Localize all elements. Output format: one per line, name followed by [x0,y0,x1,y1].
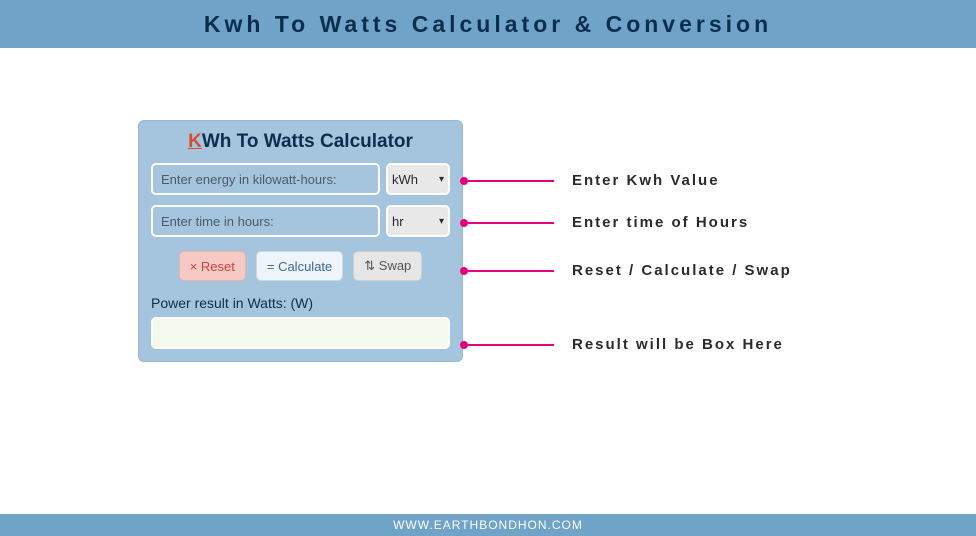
footer-text: WWW.EARTHBONDHON.COM [393,518,583,532]
callout-dot-icon [460,177,468,185]
chevron-down-icon: ▾ [439,174,444,185]
page-title: Kwh To Watts Calculator & Conversion [204,11,772,38]
footer-bar: WWW.EARTHBONDHON.COM [0,514,976,536]
callout-line [468,270,554,272]
result-label: Power result in Watts: (W) [151,295,450,311]
card-title: KWh To Watts Calculator [151,131,450,153]
swap-button[interactable]: ⇅ Swap [353,251,422,281]
result-output [151,317,450,349]
card-title-accent: K [188,131,202,152]
callout-line [468,222,554,224]
callout-dot-icon [460,341,468,349]
calculator-card: KWh To Watts Calculator kWh ▾ hr ▾ × Res… [138,120,463,362]
time-row: hr ▾ [151,205,450,237]
callout-label: Reset / Calculate / Swap [572,262,792,279]
button-row: × Reset = Calculate ⇅ Swap [151,251,450,281]
callout-dot-icon [460,267,468,275]
callout-energy: Enter Kwh Value [460,172,720,189]
energy-row: kWh ▾ [151,163,450,195]
callout-line [468,344,554,346]
header-bar: Kwh To Watts Calculator & Conversion [0,0,976,48]
time-unit-select[interactable]: hr ▾ [386,205,450,237]
chevron-down-icon: ▾ [439,216,444,227]
calculate-button[interactable]: = Calculate [256,251,343,281]
callout-label: Enter Kwh Value [572,172,720,189]
callout-label: Enter time of Hours [572,214,749,231]
card-title-rest: Wh To Watts Calculator [202,131,413,152]
energy-unit-select[interactable]: kWh ▾ [386,163,450,195]
energy-input[interactable] [151,163,380,195]
reset-button[interactable]: × Reset [179,251,246,281]
callout-dot-icon [460,219,468,227]
callout-buttons: Reset / Calculate / Swap [460,262,792,279]
callout-result: Result will be Box Here [460,336,784,353]
energy-unit-label: kWh [392,172,418,187]
time-unit-label: hr [392,214,404,229]
time-input[interactable] [151,205,380,237]
callout-label: Result will be Box Here [572,336,784,353]
callout-line [468,180,554,182]
callout-time: Enter time of Hours [460,214,749,231]
